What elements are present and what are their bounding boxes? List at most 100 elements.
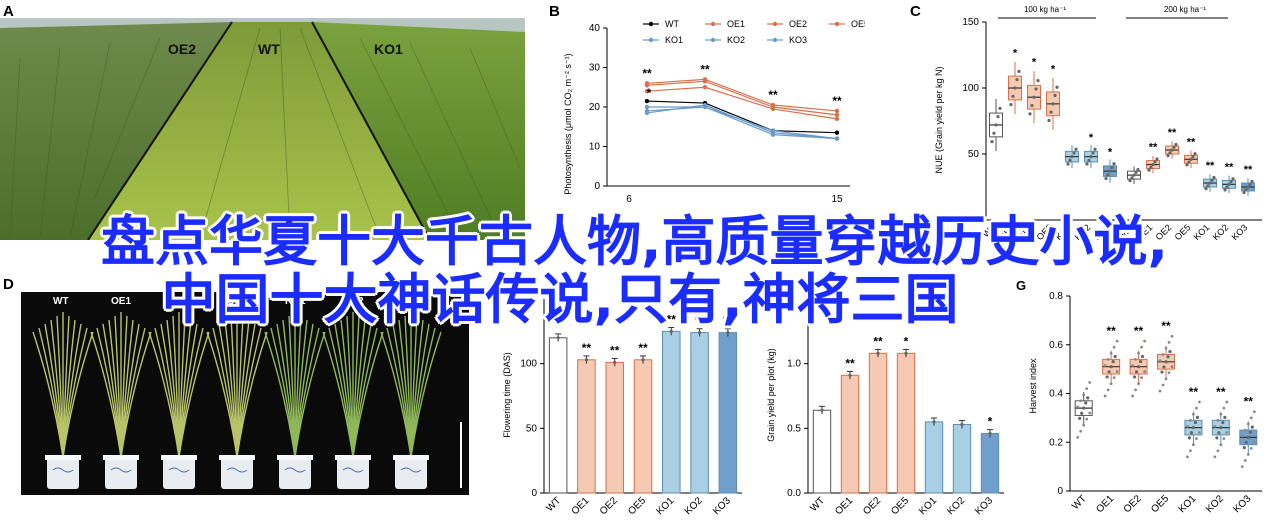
chart-c-annotation: ** [1149, 142, 1158, 154]
pot-3 [221, 457, 253, 489]
chart-b-point [702, 85, 708, 90]
chart-b-point [644, 83, 650, 88]
chart-b-point [770, 106, 776, 112]
chart-b-legend-KO3: KO3 [789, 35, 807, 45]
xtick: OE2 [861, 495, 883, 517]
bar-OE5 [633, 359, 653, 494]
xtick: WT [544, 495, 563, 514]
chart-g-ytick: 0.6 [1049, 340, 1063, 351]
chart-g-annotation: ** [1134, 324, 1144, 338]
ytick: 0.0 [787, 488, 801, 499]
bar-OE5 [896, 352, 916, 494]
chart-b-point [834, 116, 840, 122]
chart-b-legend-WT: WT [665, 19, 679, 29]
plant-label-6: KO3 [401, 296, 422, 307]
xtick: KO3 [973, 495, 995, 517]
chart-b-legend-OE5: OE5 [851, 19, 865, 29]
chart-b-ytick: 40 [589, 23, 601, 34]
chart-g-xtick: KO1 [1177, 493, 1199, 515]
xtick: OE1 [833, 495, 855, 517]
xtick: OE2 [598, 495, 620, 517]
chart-b-xtick: 6 [626, 194, 632, 205]
bar-OE1 [840, 374, 860, 494]
chart-f-ylabel: Grain yield per plot (kg) [766, 348, 776, 442]
ytick: 50 [526, 423, 538, 434]
ytick: 1.0 [787, 359, 801, 370]
bar-KO2 [690, 332, 709, 494]
bar-annotation: ** [638, 341, 648, 355]
chart-c-ytick: 100 [962, 83, 979, 94]
chart-g-annotation: ** [1106, 324, 1116, 338]
chart-b-point [834, 108, 840, 114]
chart-b-xtick: 15 [831, 194, 843, 205]
bar-annotation: ** [873, 334, 883, 348]
chart-c-annotation: ** [1225, 161, 1234, 173]
chart-c-annotation: ** [1187, 136, 1196, 148]
chart-c-ytick: 150 [962, 17, 979, 28]
chart-e-ylabel: Flowering time (DAS) [502, 352, 512, 438]
chart-c-annotation: * [1089, 132, 1094, 144]
bar-annotation: * [988, 415, 993, 429]
pot-0 [47, 457, 79, 489]
bar-KO1 [662, 330, 681, 494]
chart-b-series-WT [646, 100, 838, 134]
bar-WT [548, 337, 568, 494]
bar-annotation: ** [582, 341, 592, 355]
ytick: 100 [520, 359, 537, 370]
xtick: KO2 [945, 495, 967, 517]
chart-g-ytick: 0 [1057, 486, 1063, 497]
xtick: OE5 [626, 495, 648, 517]
chart-c-annotation: ** [1244, 164, 1253, 176]
chart-g-xtick: OE1 [1094, 493, 1116, 515]
chart-b-legend-OE2: OE2 [789, 19, 807, 29]
chart-b-point [834, 136, 840, 141]
xtick: OE5 [889, 495, 911, 517]
bar-annotation: ** [723, 314, 733, 328]
chart-b-point [702, 104, 708, 110]
chart-b-ytick: 20 [589, 102, 601, 113]
chart-b-legend-KO2: KO2 [727, 35, 745, 45]
chart-c-ytick: 50 [968, 149, 980, 160]
chart-c-annotation: ** [1206, 160, 1215, 172]
pot-5 [337, 457, 369, 489]
panel-letter-b: B [549, 3, 560, 20]
chart-b-annotation: ** [700, 62, 710, 76]
chart-b-point [644, 98, 650, 104]
chart-g-ylabel: Harvest index [1028, 358, 1038, 414]
chart-c-annotation: * [1013, 47, 1018, 59]
chart-g-xtick: OE5 [1149, 493, 1171, 515]
chart-b-point [834, 130, 840, 135]
plant-label-2: OE2 [169, 296, 189, 307]
bar-KO3 [980, 433, 1000, 494]
chart-g-harvest-index: 0 0.2 0.4 0.6 0.8 WT ** OE1 ** OE2 ** OE5 ** KO1 ** KO2… [1016, 278, 1262, 515]
bar-annotation: ** [667, 312, 677, 326]
panel-letter-d: D [3, 276, 14, 293]
xtick: KO1 [654, 495, 676, 517]
chart-e-flowering: 0 50 100 WT ** OE1 ** OE2 ** OE5 ** KO1 ** KO2 ** KO3 F… [502, 299, 742, 517]
chart-b-point [644, 110, 650, 116]
bar-WT [812, 409, 832, 494]
plant-label-0: WT [53, 296, 69, 307]
chart-g-xtick: KO3 [1231, 493, 1253, 515]
chart-b-annotation: ** [832, 94, 842, 108]
bar-annotation: ** [845, 356, 855, 370]
chart-c-annotation: * [1108, 146, 1113, 158]
field-label-ko1: KO1 [374, 41, 403, 57]
chart-b-annotation: ** [768, 88, 778, 102]
overlay-title-line1: 盘点华夏十大千古人物,高质量穿越历史小说, [100, 210, 1169, 273]
plant-label-5: KO2 [343, 296, 364, 307]
chart-g-panel-letter: G [1016, 278, 1026, 293]
pot-6 [395, 457, 427, 489]
chart-b-series-OE5 [646, 86, 838, 120]
pot-1 [105, 457, 137, 489]
chart-g-xtick: KO2 [1204, 493, 1226, 515]
overlay-title-line2: 中国十大神话传说,只有,神将三国 [161, 268, 959, 331]
chart-g-annotation: ** [1216, 385, 1226, 399]
chart-b-annotation: ** [642, 66, 652, 80]
bar-OE2 [868, 352, 888, 494]
field-label-wt: WT [258, 41, 280, 57]
chart-c-annotation: * [1051, 63, 1056, 75]
ytick: 0.5 [787, 423, 801, 434]
bar-OE2 [605, 361, 624, 494]
